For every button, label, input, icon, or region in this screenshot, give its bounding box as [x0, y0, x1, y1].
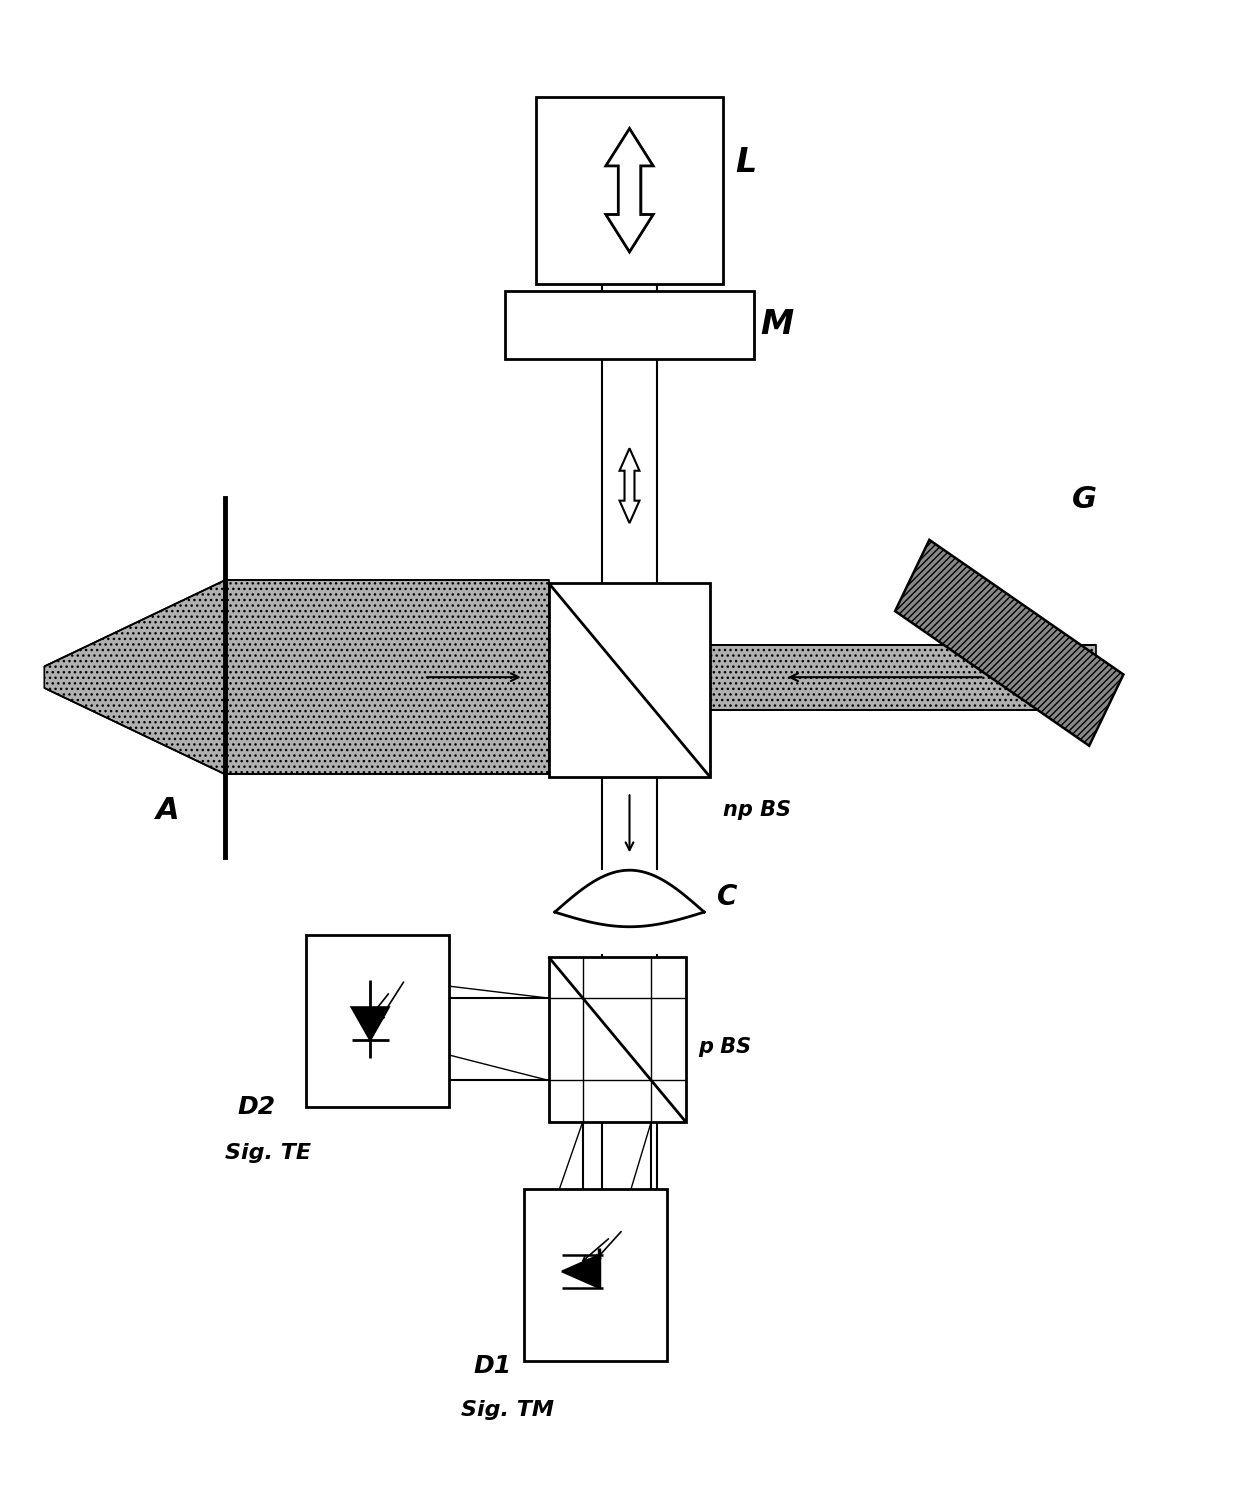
Text: M: M	[760, 308, 793, 341]
Text: p BS: p BS	[697, 1037, 752, 1057]
Bar	[618, 166, 641, 214]
Text: C: C	[716, 883, 737, 911]
Polygon shape	[619, 448, 640, 522]
Text: G: G	[1071, 485, 1097, 513]
Bar	[549, 583, 710, 778]
Text: D1: D1	[473, 1354, 512, 1379]
Polygon shape	[606, 128, 653, 214]
Polygon shape	[562, 1255, 599, 1288]
Text: D2: D2	[237, 1095, 276, 1119]
Polygon shape	[225, 580, 549, 775]
Text: Sig. TM: Sig. TM	[461, 1400, 554, 1421]
Polygon shape	[710, 645, 1097, 710]
Bar	[536, 97, 723, 284]
Polygon shape	[606, 128, 653, 252]
Polygon shape	[351, 1007, 389, 1040]
Text: A: A	[156, 796, 180, 826]
Bar	[306, 935, 449, 1107]
Text: L: L	[735, 145, 757, 178]
Bar	[549, 957, 686, 1122]
Polygon shape	[44, 580, 225, 775]
Text: np BS: np BS	[723, 800, 791, 820]
Bar	[505, 291, 754, 358]
Text: Sig. TE: Sig. TE	[225, 1143, 311, 1163]
Polygon shape	[895, 541, 1123, 746]
Bar	[524, 1188, 667, 1361]
Polygon shape	[606, 166, 653, 252]
